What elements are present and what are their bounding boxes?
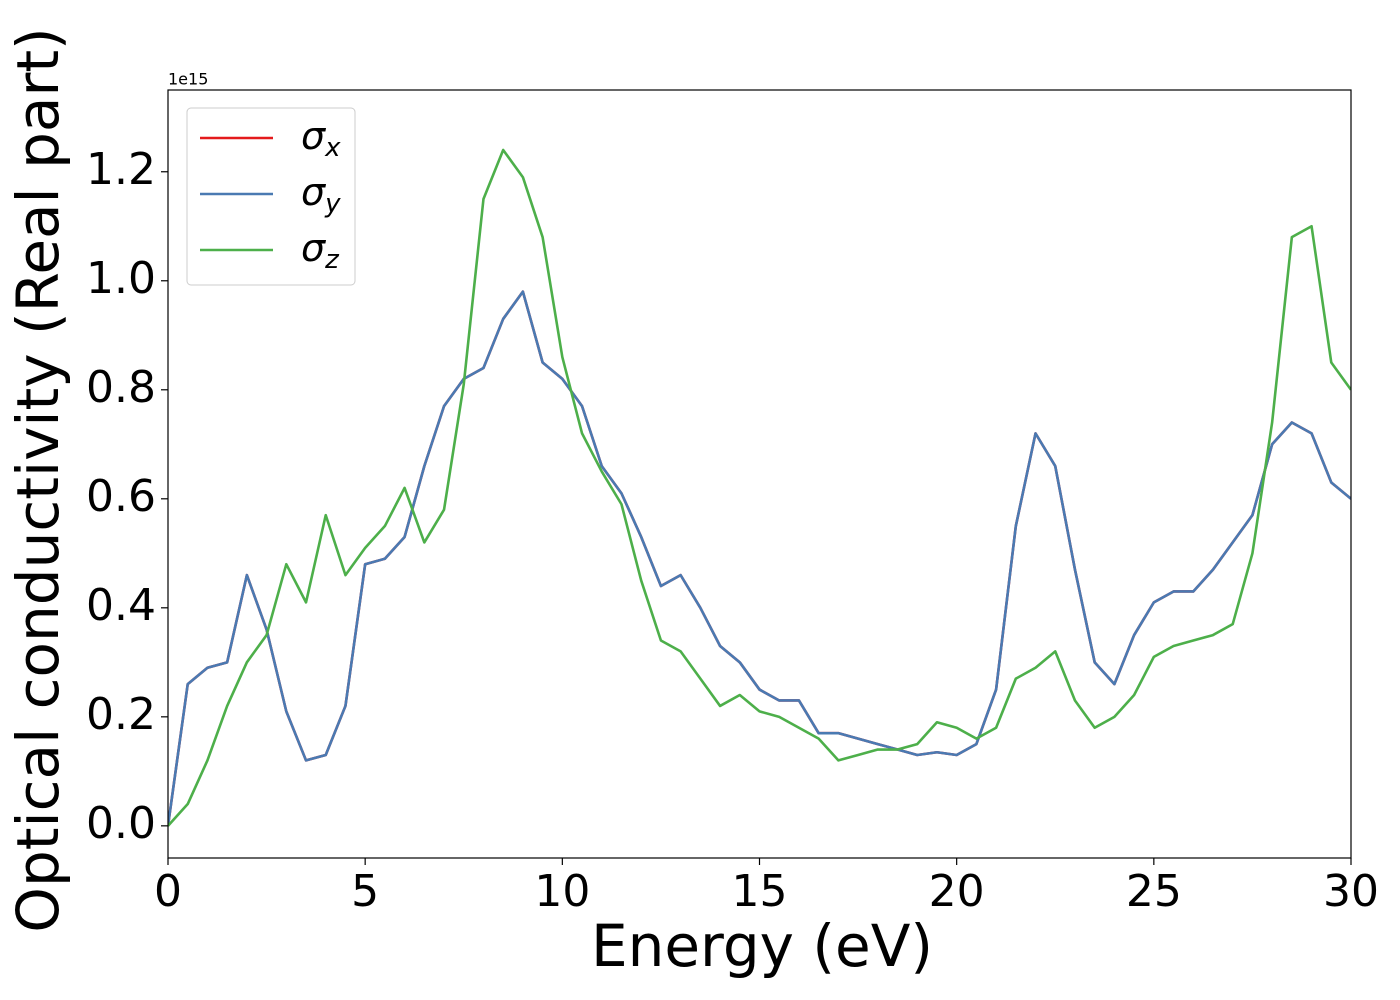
legend-label: σx [301, 114, 341, 163]
series-line [168, 148, 1351, 827]
legend-label: σy [301, 170, 341, 219]
plot-lines [168, 148, 1351, 827]
plot-frame [167, 89, 1352, 859]
offset-text: 1e15 [168, 70, 208, 89]
y-tick-label: 1.0 [86, 253, 156, 304]
y-axis-label: Optical conductivity (Real part) [4, 27, 72, 932]
x-tick-label: 0 [154, 866, 182, 917]
legend-box [186, 107, 356, 286]
x-tick-label: 20 [929, 866, 985, 917]
y-tick-label: 0.8 [86, 362, 156, 413]
x-tick-label: 25 [1126, 866, 1182, 917]
x-tick-label: 10 [534, 866, 590, 917]
x-axis-label: Energy (eV) [591, 912, 933, 980]
y-tick-label: 0.4 [86, 580, 156, 631]
x-tick-label: 15 [732, 866, 788, 917]
x-tick-label: 5 [351, 866, 379, 917]
x-tick-label: 30 [1323, 866, 1379, 917]
y-tick-label: 0.6 [86, 471, 156, 522]
series-line [168, 290, 1351, 827]
y-tick-label: 1.2 [86, 144, 156, 195]
legend-label: σz [301, 226, 340, 275]
series-line [168, 290, 1351, 827]
y-tick-label: 0.2 [86, 689, 156, 740]
y-tick-label: 0.0 [86, 798, 156, 849]
